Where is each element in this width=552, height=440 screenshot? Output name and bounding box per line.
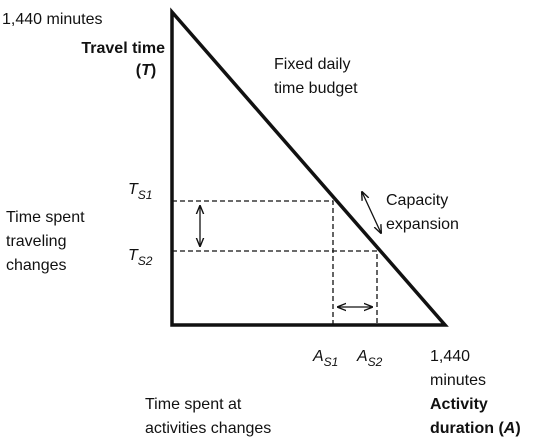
capacity-arrow [362,192,381,233]
title: duration ( [430,420,504,437]
y-axis-symbol: (T) [136,62,156,79]
main: T [128,247,139,264]
paren: ) [515,420,520,437]
travel-change-label: changes [6,257,67,274]
budget-label: Fixed daily [274,56,350,73]
capacity-label: Capacity [386,192,448,209]
travel-level: TS2 [128,247,153,268]
x-axis-title: duration (A) [430,420,521,437]
sub: S2 [368,355,383,369]
time-budget-triangle [170,7,449,327]
travel-change-label: Time spent [6,209,85,226]
symbol: A [503,420,516,437]
budget-label: time budget [274,80,358,97]
travel-change-label: traveling [6,233,66,250]
activity-level: AS1 [312,348,338,369]
sub: S1 [324,355,339,369]
x-axis-title: Activity [430,396,488,413]
activity-level: AS2 [356,348,383,369]
y-max-label: 1,440 minutes [2,11,103,28]
main: T [128,181,139,198]
paren: ) [151,62,156,79]
level-s1-guide [172,200,334,325]
capacity-label: expansion [386,216,459,233]
sub: S2 [138,254,153,268]
main: A [356,348,368,365]
y-axis-title: Travel time [81,40,165,57]
symbol: T [141,62,152,79]
travel-level: TS1 [128,181,152,202]
x-max-label: minutes [430,372,486,389]
main: A [312,348,324,365]
activity-change-label: Time spent at [145,396,242,413]
x-max-label: 1,440 [430,348,470,365]
sub: S1 [138,188,153,202]
paren: ( [136,62,142,79]
level-s2-guide [172,250,378,325]
activity-change-label: activities changes [145,420,271,437]
